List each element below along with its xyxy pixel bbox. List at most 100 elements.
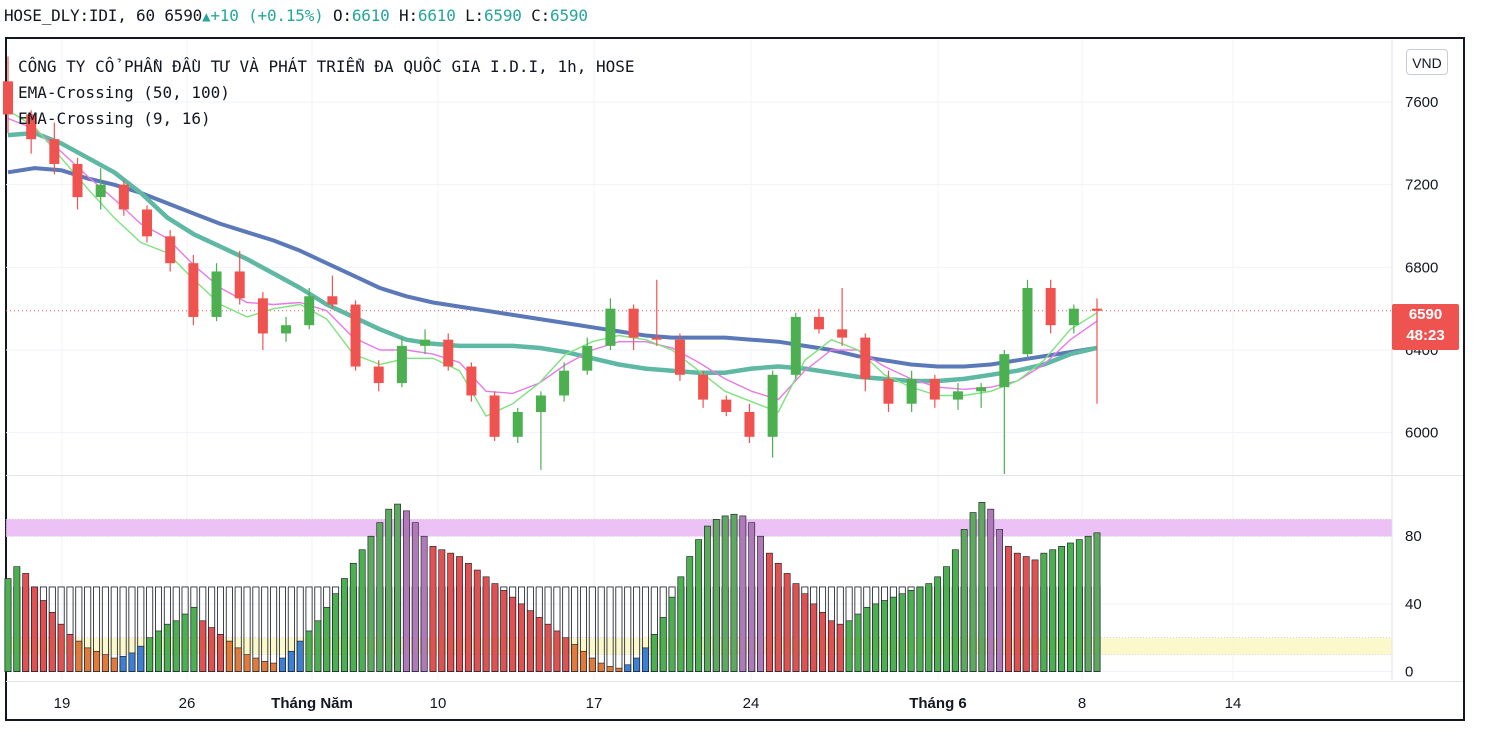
osc-bar: [208, 627, 216, 672]
osc-bar: [57, 623, 65, 672]
close-label: C:: [531, 6, 551, 25]
legend-title: CÔNG TY CỔ PHẦN ĐẦU TƯ VÀ PHÁT TRIỂN ĐA …: [18, 57, 635, 76]
osc-bar: [137, 645, 145, 672]
candle-body: [744, 412, 755, 437]
osc-bar: [730, 513, 738, 672]
candle-body: [767, 374, 778, 437]
osc-frame-bar: [597, 586, 605, 672]
osc-bar: [270, 662, 278, 672]
osc-bar: [562, 637, 570, 672]
osc-bar: [943, 566, 950, 672]
osc-bar: [473, 569, 481, 672]
candle-body: [906, 378, 917, 404]
osc-bar: [314, 620, 322, 672]
osc-bar: [1040, 552, 1048, 672]
candle-body: [582, 345, 593, 371]
symbol-header: HOSE_DLY:IDI, 60 6590▲+10 (+0.15%) O:661…: [4, 6, 588, 30]
osc-bar: [119, 656, 127, 672]
x-tick-label: Tháng Năm: [271, 695, 353, 712]
candle-body: [350, 304, 361, 367]
osc-bar: [1084, 535, 1092, 672]
bar-countdown: 48:23: [1406, 327, 1445, 344]
osc-bar: [677, 576, 685, 672]
ema-9-line: [7, 109, 1098, 417]
candle-body: [1068, 308, 1079, 326]
osc-bar: [341, 578, 348, 672]
candle-body: [281, 325, 292, 334]
candle-body: [698, 374, 709, 400]
x-tick-label: Tháng 6: [909, 695, 967, 712]
up-arrow-icon: ▲: [202, 9, 211, 25]
osc-bar: [571, 644, 579, 672]
osc-bar: [394, 503, 401, 672]
low-label: L:: [465, 6, 484, 25]
candle-body: [420, 339, 431, 346]
candle-body: [535, 395, 546, 412]
osc-bar: [128, 652, 136, 672]
osc-bar: [411, 522, 419, 672]
chart-frame: [5, 37, 1465, 721]
candle-body: [49, 139, 60, 164]
osc-bar: [146, 637, 154, 672]
legend-ema-9-16[interactable]: EMA-Crossing (9, 16): [18, 109, 211, 128]
osc-bar: [376, 522, 384, 672]
currency-unit-button[interactable]: VND: [1406, 49, 1448, 75]
candle-body: [1022, 288, 1033, 355]
osc-bar: [1049, 549, 1057, 672]
osc-bar: [1093, 532, 1101, 672]
osc-bar: [199, 620, 207, 672]
candle-body: [443, 339, 454, 367]
osc-bar: [960, 529, 968, 672]
osc-bar: [580, 650, 587, 672]
osc-bar: [518, 603, 525, 672]
osc-bar: [597, 662, 605, 672]
osc-bar: [810, 603, 818, 672]
last-price-label: 6590: [1408, 306, 1443, 323]
osc-bar: [739, 515, 747, 672]
osc-bar: [624, 664, 632, 672]
osc-frame-bar: [606, 586, 614, 672]
legend-ema-50-100[interactable]: EMA-Crossing (50, 100): [18, 83, 230, 102]
symbol-name: HOSE_DLY:IDI, 60: [4, 6, 155, 25]
price-tick-label: 7600: [1405, 94, 1438, 111]
osc-bar: [659, 617, 667, 672]
candle-body: [118, 184, 129, 210]
candle-body: [883, 378, 894, 404]
osc-bar: [1067, 542, 1074, 672]
osc-bar: [155, 630, 162, 672]
osc-bar: [987, 508, 995, 672]
osc-bar: [907, 590, 915, 672]
osc-bar: [181, 613, 189, 672]
osc-bar: [535, 617, 543, 672]
osc-bar: [526, 610, 534, 672]
osc-bar: [420, 535, 428, 672]
candle-body: [605, 308, 616, 346]
osc-bar: [606, 666, 614, 672]
osc-bar: [190, 606, 198, 672]
candle-body: [976, 387, 987, 392]
candle-body: [721, 399, 732, 412]
osc-bar: [172, 620, 180, 672]
osc-bar: [456, 556, 463, 672]
osc-bar: [22, 573, 30, 672]
osc-bar: [881, 600, 888, 672]
candle-body: [651, 337, 662, 340]
osc-bar: [934, 576, 942, 672]
osc-frame-bar: [615, 586, 623, 672]
osc-bar: [332, 593, 339, 672]
osc-bar: [721, 515, 729, 672]
osc-bar: [704, 525, 711, 672]
x-tick-label: 24: [743, 695, 760, 712]
osc-bar: [323, 606, 331, 672]
osc-bar: [217, 634, 224, 672]
osc-bar: [296, 640, 304, 672]
osc-bar: [447, 552, 455, 672]
osc-bar: [482, 576, 490, 672]
osc-tick-label: 40: [1405, 596, 1422, 613]
osc-bar: [305, 630, 313, 672]
last-price: 6590: [164, 6, 203, 25]
osc-bar: [438, 549, 446, 672]
candle-body: [489, 395, 500, 437]
osc-bar: [243, 654, 251, 672]
